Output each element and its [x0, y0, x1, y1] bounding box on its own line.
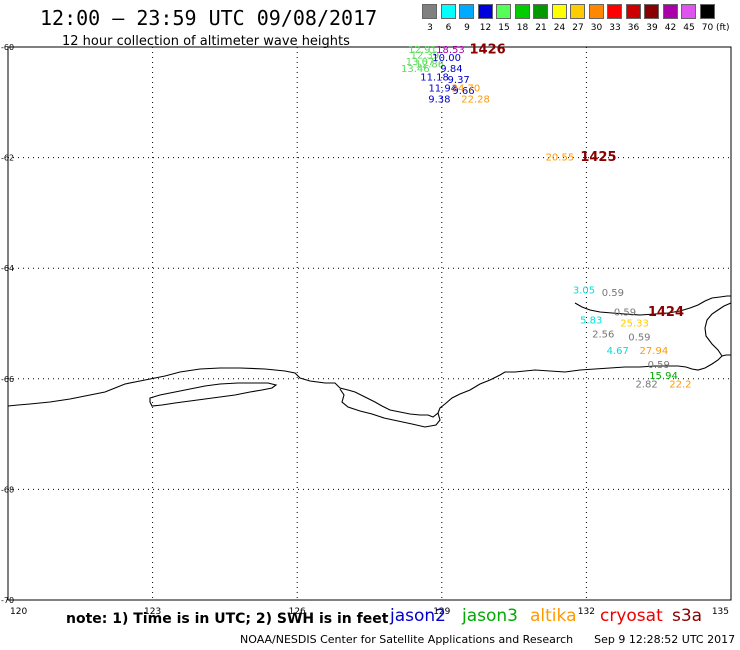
legend-label: 9 [464, 23, 470, 33]
wave-height-label: 4.67 [607, 346, 629, 357]
legend-swatch [570, 4, 585, 19]
wave-height-label: 11.18 [420, 72, 449, 83]
map-grid: 120 123 126 129 132 135 -60 -62 -64 -66 -68 -70 [1, 43, 731, 617]
lat-tick-label: -70 [1, 596, 14, 605]
lon-tick-label: 135 [712, 607, 729, 617]
legend-swatch [644, 4, 659, 19]
satellite-cryosat: cryosat [600, 606, 663, 626]
satellite-s3a: s3a [672, 606, 703, 626]
legend-label: 39 [646, 23, 658, 33]
legend-swatch [625, 4, 641, 19]
coastline-east-peninsula [574, 295, 732, 357]
legend-label: 21 [535, 23, 547, 33]
wave-height-label: 10.00 [432, 53, 461, 64]
lat-tick-label: -68 [1, 485, 14, 494]
wave-height-label: 12.86 [415, 60, 444, 71]
legend-swatch [588, 4, 604, 19]
wave-height-label: 24.70 [452, 83, 481, 94]
coastline-lobe-central [339, 388, 441, 428]
satellite-jason2: jason2 [390, 606, 446, 626]
wave-height-label: 22.28 [461, 95, 490, 106]
credit-text: NOAA/NESDIS Center for Satellite Applica… [240, 633, 574, 646]
legend-swatch [422, 4, 437, 19]
legend-swatch [459, 4, 474, 19]
legend-label: 15 [498, 23, 510, 33]
legend-swatch [514, 4, 530, 19]
legend-label: 45 [683, 23, 695, 33]
wave-height-label: 9.37 [448, 75, 470, 86]
wave-height-label: 3.05 [573, 285, 595, 296]
lat-tick-label: -66 [1, 375, 14, 384]
wave-height-label: 9.38 [428, 95, 450, 106]
coastline-lobe-west [149, 382, 278, 407]
lon-tick-label: 126 [289, 607, 306, 617]
wave-height-label: 9.84 [440, 64, 462, 75]
wave-height-label: 9.66 [452, 86, 474, 97]
legend-label: 3 [427, 23, 433, 33]
legend-swatch [440, 4, 456, 19]
legend-swatch [477, 4, 493, 19]
lon-tick-label: 123 [144, 607, 161, 617]
legend-swatch [662, 4, 678, 19]
satellite-jason3: jason3 [462, 606, 518, 626]
legend-label: 70 [701, 23, 714, 33]
wave-height-label: 20.55 [546, 153, 575, 164]
lon-tick-label: 129 [433, 607, 450, 617]
wave-height-label: 0.59 [628, 332, 650, 343]
wave-height-label: 13.46 [401, 64, 430, 75]
footer-credit: NOAA/NESDIS Center for Satellite Applica… [240, 633, 735, 646]
wave-height-label: 12.91 [408, 45, 437, 56]
map-title: 12:00 – 23:59 UTC 09/08/2017 [40, 6, 378, 30]
lat-tick-label: -62 [1, 154, 14, 163]
legend-swatch [496, 4, 511, 19]
wave-height-label: 0.59 [648, 360, 670, 371]
legend-swatch [533, 4, 548, 19]
lat-tick-label: -60 [1, 43, 14, 52]
pass-time-label: 1424 [648, 305, 684, 320]
footer-note: note: 1) Time is in UTC; 2) SWH is in fe… [66, 611, 389, 627]
wave-height-label: 2.82 [636, 379, 658, 390]
legend-label: 33 [609, 23, 621, 33]
legend-swatch [551, 4, 567, 19]
wave-height-label: 2.56 [592, 330, 614, 341]
wave-height-label: 18.53 [436, 45, 465, 56]
coastline [7, 354, 731, 418]
legend-label: 6 [445, 23, 452, 33]
legend-label: 30 [590, 23, 603, 33]
map-frame [7, 46, 732, 601]
wave-height-label: 15.94 [649, 371, 678, 382]
legend-swatch [699, 4, 715, 19]
pass-time-label: 1426 [469, 42, 505, 57]
wave-height-label: 0.59 [614, 307, 636, 318]
wave-height-label: 0.59 [602, 288, 624, 299]
wave-height-label: 22.2 [669, 379, 691, 390]
legend-unit: (ft) [716, 23, 730, 33]
pass-time-label: 1425 [580, 150, 616, 165]
timestamp: Sep 9 12:28:52 UTC 2017 [594, 633, 736, 646]
wave-height-label: 27.94 [640, 346, 669, 357]
wave-height-label: 5.83 [580, 316, 602, 327]
wave-height-label: 12.39 [411, 50, 440, 61]
wave-height-label: 25.33 [620, 319, 649, 330]
legend-label: 27 [572, 23, 584, 33]
legend-label: 24 [553, 23, 566, 33]
lat-tick-label: -64 [1, 264, 14, 273]
legend-swatch [607, 4, 622, 19]
lon-tick-label: 132 [578, 607, 595, 617]
legend-swatch [681, 4, 696, 19]
wave-height-label: 13.07 [406, 57, 435, 68]
wave-height-label: 11.94 [428, 83, 457, 94]
lon-tick-label: 120 [10, 607, 27, 617]
legend-label: 12 [479, 23, 492, 33]
legend-label: 18 [516, 23, 529, 33]
satellite-altika: altika [530, 606, 577, 626]
legend-label: 42 [664, 23, 677, 33]
legend-label: 36 [627, 23, 640, 33]
map-subtitle: 12 hour collection of altimeter wave hei… [62, 34, 350, 49]
